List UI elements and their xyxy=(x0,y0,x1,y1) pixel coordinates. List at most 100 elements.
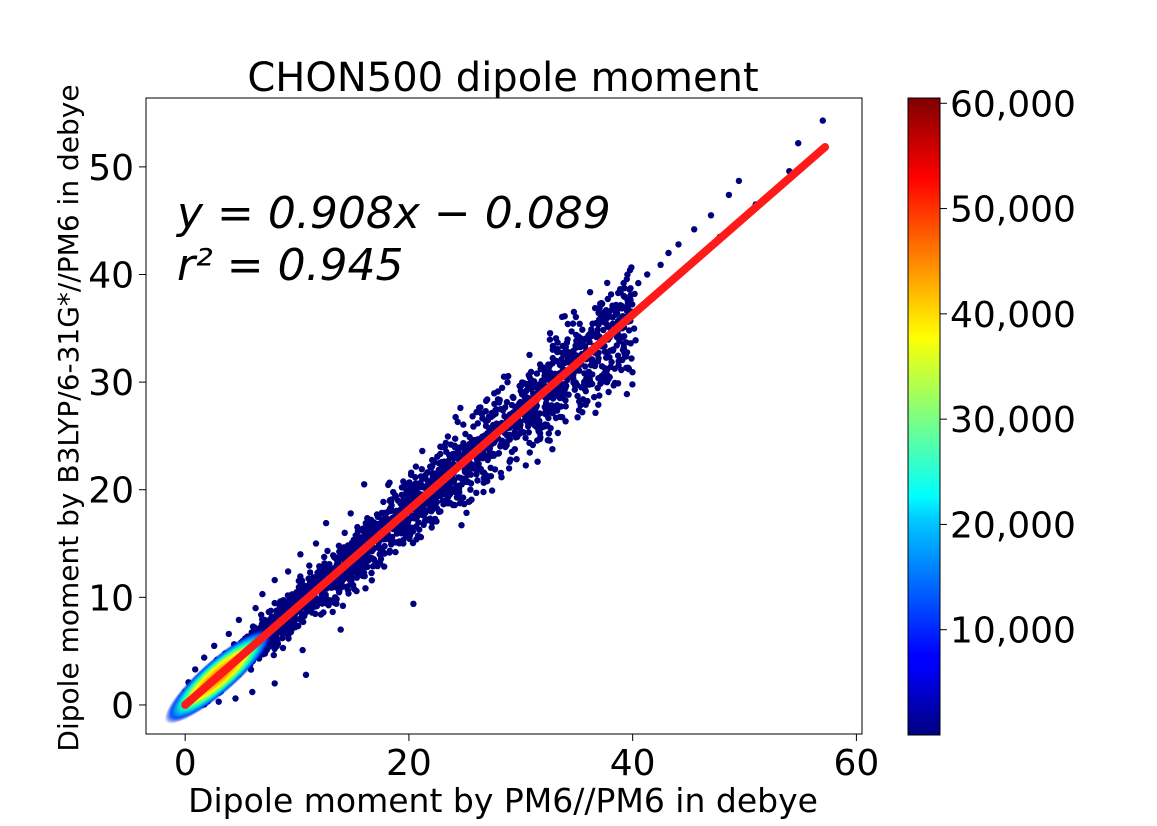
scatter-point xyxy=(302,671,310,678)
density-point xyxy=(444,500,452,507)
density-point xyxy=(579,326,586,333)
density-point xyxy=(582,363,589,370)
density-point xyxy=(614,380,622,387)
scatter-point xyxy=(564,320,571,328)
density-point xyxy=(596,392,603,399)
density-point xyxy=(420,512,427,519)
density-point xyxy=(600,318,608,326)
density-point xyxy=(512,403,519,410)
density-point xyxy=(282,624,289,632)
density-point xyxy=(279,608,286,615)
scatter-point xyxy=(725,191,733,199)
density-point xyxy=(549,446,556,453)
density-point xyxy=(290,623,297,631)
density-point xyxy=(265,608,272,616)
density-point xyxy=(623,275,630,283)
density-point xyxy=(605,372,612,380)
density-point xyxy=(469,413,476,420)
density-point xyxy=(598,299,605,307)
density-point xyxy=(549,342,557,350)
scatter-point xyxy=(347,510,354,517)
scatter-point xyxy=(458,522,465,529)
density-point xyxy=(487,464,494,471)
scatter-point xyxy=(665,249,672,257)
density-point xyxy=(545,430,552,437)
density-point xyxy=(526,351,533,359)
scatter-point xyxy=(569,348,576,356)
density-point xyxy=(533,370,541,377)
density-point xyxy=(630,325,638,332)
density-point xyxy=(461,500,468,508)
density-point xyxy=(491,390,498,397)
density-point xyxy=(473,471,480,478)
density-point xyxy=(553,405,560,412)
density-point xyxy=(355,570,363,577)
density-point xyxy=(388,502,395,509)
density-point xyxy=(627,340,634,347)
density-point xyxy=(497,469,505,477)
density-point xyxy=(625,327,633,334)
fit-equation: y = 0.908x − 0.089 xyxy=(175,188,611,239)
scatter-point xyxy=(400,540,407,547)
density-point xyxy=(386,549,393,556)
density-point xyxy=(412,474,419,481)
density-point xyxy=(473,456,481,463)
density-point xyxy=(339,602,347,609)
density-point xyxy=(558,391,565,399)
density-point xyxy=(595,401,602,408)
density-point xyxy=(271,599,278,607)
density-point xyxy=(364,563,371,571)
density-point xyxy=(464,471,472,478)
scatter-point xyxy=(337,626,344,633)
density-point xyxy=(482,452,489,459)
density-point xyxy=(487,473,495,480)
density-point xyxy=(609,314,616,321)
scatter-point xyxy=(467,486,474,493)
density-point xyxy=(480,488,487,496)
density-point xyxy=(569,320,577,327)
density-point xyxy=(402,517,410,524)
density-point xyxy=(326,561,333,568)
density-point xyxy=(503,438,510,446)
density-point xyxy=(413,523,420,530)
density-point xyxy=(390,488,397,496)
density-point xyxy=(581,370,588,377)
scatter-point xyxy=(469,442,476,449)
density-point xyxy=(493,420,500,427)
density-point xyxy=(486,445,493,452)
density-point xyxy=(439,497,446,505)
density-point xyxy=(603,367,610,374)
density-point xyxy=(576,320,583,327)
density-point xyxy=(341,529,348,536)
density-point xyxy=(460,440,467,447)
density-point xyxy=(369,563,377,570)
density-point xyxy=(421,517,428,525)
density-point xyxy=(521,394,528,401)
density-point xyxy=(546,330,554,337)
density-point xyxy=(427,515,434,522)
scatter-point xyxy=(271,576,278,584)
density-point xyxy=(555,385,562,392)
density-point xyxy=(474,477,481,484)
y-axis-label: Dipole moment by B3LYP/6-31G*//PM6 in de… xyxy=(52,84,85,751)
scatter-point xyxy=(562,397,569,404)
y-tick-label: 10 xyxy=(88,578,134,619)
scatter-point xyxy=(586,330,594,337)
density-point xyxy=(503,398,511,406)
y-tick-label: 30 xyxy=(88,363,134,404)
scatter-point xyxy=(322,519,330,527)
scatter-point xyxy=(484,477,491,485)
density-point xyxy=(632,337,639,344)
density-point xyxy=(536,435,544,443)
scatter-point xyxy=(534,458,541,465)
colorbar-tick-label: 50,000 xyxy=(950,190,1076,231)
density-point xyxy=(563,339,571,346)
scatter-point xyxy=(374,562,381,570)
density-point xyxy=(417,483,425,491)
density-point xyxy=(501,413,508,420)
density-point xyxy=(554,339,561,346)
density-point xyxy=(478,410,485,417)
density-point xyxy=(306,569,314,576)
density-point xyxy=(554,429,562,437)
density-point xyxy=(490,450,497,458)
